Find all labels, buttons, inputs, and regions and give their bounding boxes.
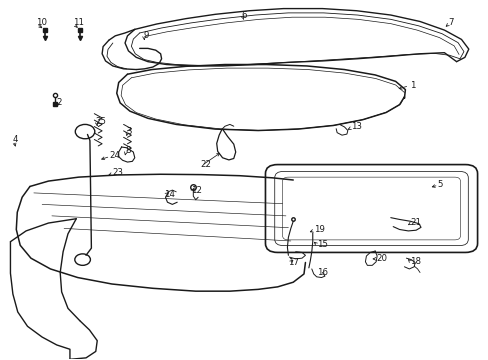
- Text: 20: 20: [375, 254, 386, 263]
- Text: 12: 12: [190, 186, 202, 195]
- Text: 5: 5: [436, 180, 442, 189]
- Text: 2: 2: [57, 98, 62, 107]
- Text: 22: 22: [200, 161, 211, 170]
- Text: 24: 24: [109, 151, 120, 160]
- Text: 6: 6: [241, 11, 246, 20]
- Text: 3: 3: [126, 127, 132, 136]
- Text: 10: 10: [36, 18, 47, 27]
- Text: 18: 18: [409, 257, 421, 266]
- Text: 19: 19: [313, 225, 324, 234]
- Text: 14: 14: [163, 190, 175, 199]
- Text: 13: 13: [350, 122, 361, 131]
- Text: 17: 17: [288, 258, 299, 267]
- Text: 1: 1: [409, 81, 415, 90]
- Text: 7: 7: [447, 18, 453, 27]
- Text: 8: 8: [125, 146, 130, 155]
- Text: 23: 23: [112, 168, 122, 177]
- Text: 9: 9: [143, 31, 148, 40]
- Text: 21: 21: [409, 218, 421, 227]
- Text: 25: 25: [96, 117, 106, 126]
- Text: 11: 11: [73, 18, 83, 27]
- Text: 4: 4: [13, 135, 19, 144]
- Text: 15: 15: [316, 240, 327, 249]
- Text: 16: 16: [316, 268, 327, 277]
